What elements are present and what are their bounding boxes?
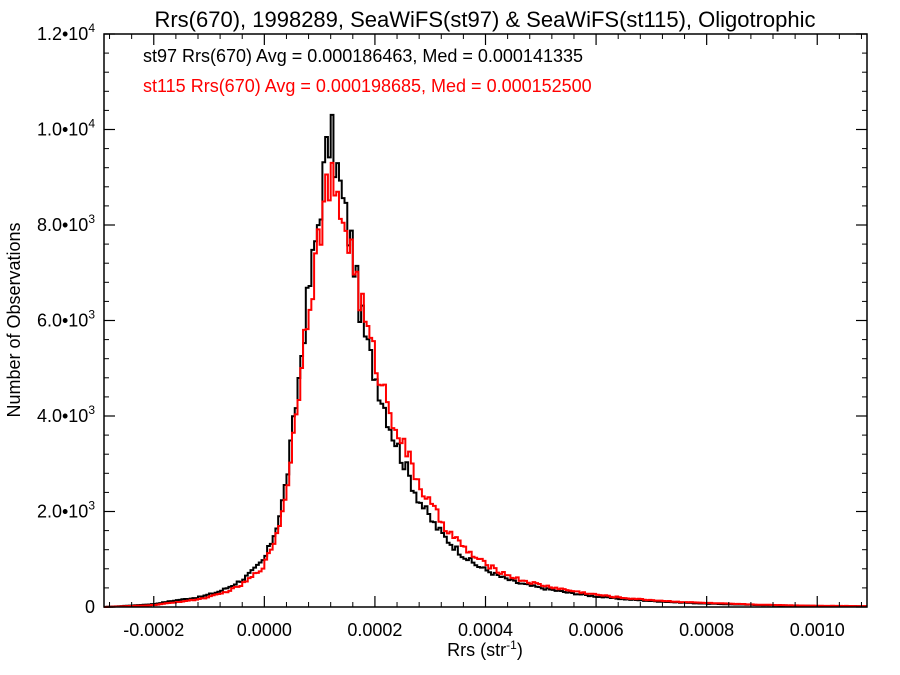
legend-annotation-st97: st97 Rrs(670) Avg = 0.000186463, Med = 0… xyxy=(143,46,583,66)
x-tick-label: 0.0004 xyxy=(458,620,513,640)
x-tick-label: -0.0002 xyxy=(123,620,184,640)
x-tick-label: 0.0000 xyxy=(237,620,292,640)
chart-title: Rrs(670), 1998289, SeaWiFS(st97) & SeaWi… xyxy=(154,7,815,32)
x-tick-label: 0.0006 xyxy=(569,620,624,640)
y-tick-label: 1.0•104 xyxy=(37,117,95,140)
series-layer xyxy=(104,113,867,608)
x-tick-label: 0.0010 xyxy=(790,620,845,640)
y-tick-label: 0 xyxy=(85,597,95,617)
x-axis-label: Rrs (str-1) xyxy=(447,638,523,660)
x-tick-label: 0.0002 xyxy=(347,620,402,640)
series-line-st115 xyxy=(104,161,867,608)
y-tick-label: 2.0•103 xyxy=(37,499,95,522)
y-tick-label: 6.0•103 xyxy=(37,308,95,331)
y-tick-label: 8.0•103 xyxy=(37,212,95,235)
legend-annotation-st115: st115 Rrs(670) Avg = 0.000198685, Med = … xyxy=(143,76,592,96)
y-axis-label: Number of Observations xyxy=(4,222,24,417)
x-axis-label-exponent: -1 xyxy=(506,638,517,652)
y-axis: 0 2.0•103 4.0•103 6.0•103 8.0•103 1.0•104 1.2•… xyxy=(37,21,867,617)
y-tick-label: 1.2•104 xyxy=(37,21,95,44)
x-axis: -0.0002 0.0000 0.0002 0.0004 0.0006 0.0008 0.0… xyxy=(109,34,862,640)
y-tick-label: 4.0•103 xyxy=(37,403,95,426)
x-tick-label: 0.0008 xyxy=(679,620,734,640)
